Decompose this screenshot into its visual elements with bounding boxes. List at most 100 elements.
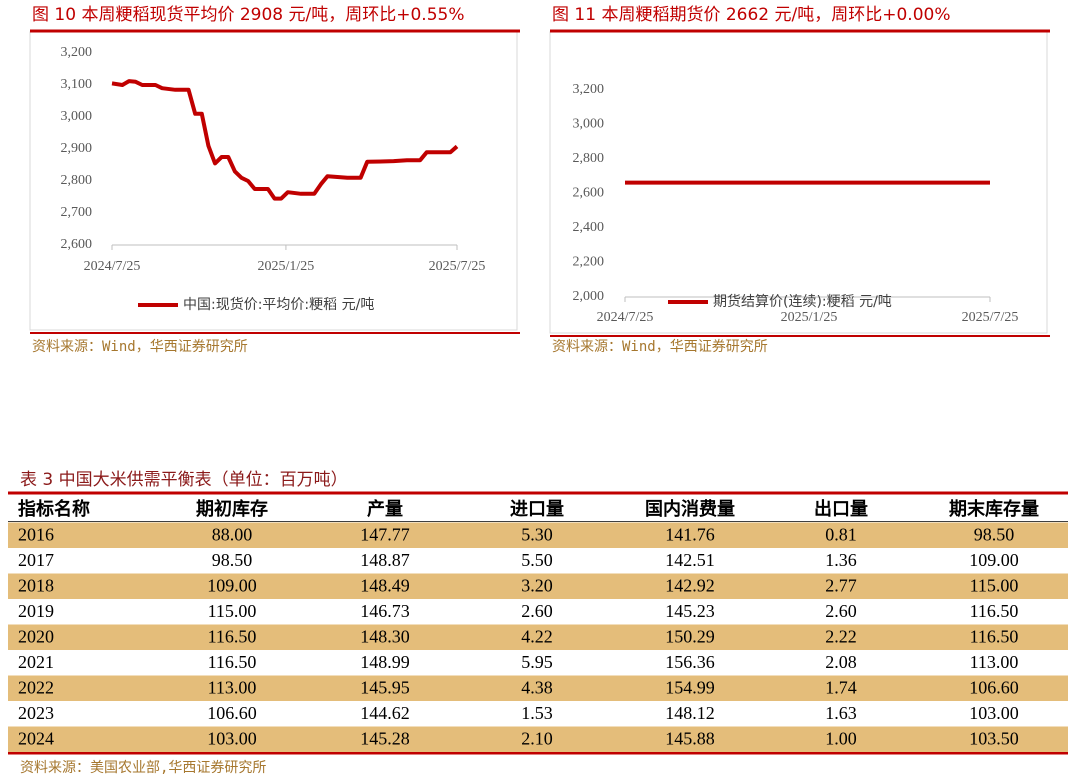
chart-title: 图 10 本周粳稻现货平均价 2908 元/吨，周环比+0.55% [32, 5, 465, 25]
y-tick-label: 3,000 [61, 109, 93, 124]
cell: 148.87 [360, 550, 410, 570]
cell: 116.50 [208, 652, 257, 672]
header-cell: 指标名称 [18, 498, 90, 520]
cell: 156.36 [665, 652, 715, 672]
cell: 145.95 [360, 677, 410, 697]
cell: 2019 [18, 601, 54, 621]
source: 资料来源：Wind，华西证券研究所 [32, 339, 248, 355]
cell: 116.50 [208, 626, 257, 646]
cell: 109.00 [207, 575, 257, 595]
x-tick-label: 2024/7/25 [597, 310, 654, 325]
chart-title: 图 11 本周粳稻期货价 2662 元/吨，周环比+0.00% [552, 5, 951, 25]
cell: 148.99 [360, 652, 410, 672]
cell: 98.50 [974, 524, 1015, 544]
cell: 3.20 [521, 575, 553, 595]
cell: 4.38 [521, 677, 553, 697]
line-series [111, 79, 459, 201]
cell: 106.60 [969, 677, 1019, 697]
y-tick-label: 3,200 [61, 45, 93, 60]
row-band [8, 573, 1068, 599]
header-cell: 进口量 [510, 498, 564, 520]
cell: 2.60 [825, 601, 857, 621]
cell: 148.12 [665, 703, 715, 723]
cell: 5.50 [521, 550, 553, 570]
cell: 106.60 [207, 703, 257, 723]
row-band [8, 522, 1068, 548]
cell: 4.22 [521, 626, 553, 646]
cell: 1.36 [825, 550, 857, 570]
x-tick-label: 2025/1/25 [258, 259, 315, 274]
x-tick-label: 2025/7/25 [962, 310, 1019, 325]
header-cell: 产量 [367, 498, 403, 520]
source: 资料来源：Wind，华西证券研究所 [552, 339, 768, 355]
cell: 148.30 [360, 626, 410, 646]
row-band [8, 624, 1068, 650]
cell: 154.99 [665, 677, 715, 697]
cell: 2.60 [521, 601, 553, 621]
table-title: 表 3 中国大米供需平衡表（单位：百万吨） [20, 470, 348, 490]
y-tick-label: 2,400 [573, 220, 605, 235]
y-tick-label: 2,800 [61, 173, 93, 188]
legend-label: 期货结算价(连续):粳稻 元/吨 [713, 293, 892, 310]
cell: 146.73 [360, 601, 410, 621]
y-tick-label: 2,700 [61, 205, 93, 220]
chart-frame [29, 31, 518, 331]
cell: 5.30 [521, 524, 553, 544]
y-tick-label: 2,800 [573, 151, 605, 166]
cell: 2.10 [521, 728, 553, 748]
cell: 2.77 [825, 575, 857, 595]
cell: 2016 [18, 524, 54, 544]
y-tick-label: 2,200 [573, 255, 605, 270]
cell: 2024 [18, 728, 54, 748]
cell: 2.22 [825, 626, 857, 646]
header-cell: 出口量 [814, 498, 868, 520]
cell: 116.50 [970, 601, 1019, 621]
cell: 115.00 [208, 601, 257, 621]
cell: 145.28 [360, 728, 410, 748]
cell: 103.00 [969, 703, 1019, 723]
header-cell: 国内消费量 [645, 498, 735, 520]
cell: 1.63 [825, 703, 857, 723]
cell: 116.50 [970, 626, 1019, 646]
cell: 145.88 [665, 728, 715, 748]
y-tick-label: 3,000 [573, 116, 605, 131]
cell: 142.51 [665, 550, 715, 570]
cell: 109.00 [969, 550, 1019, 570]
cell: 1.74 [825, 677, 857, 697]
header-cell: 期初库存 [196, 498, 268, 520]
x-tick-label: 2025/7/25 [429, 259, 486, 274]
cell: 2021 [18, 652, 54, 672]
x-tick-label: 2024/7/25 [84, 259, 141, 274]
cell: 113.00 [208, 677, 257, 697]
cell: 147.77 [360, 524, 410, 544]
header-cell: 期末库存量 [949, 498, 1039, 520]
cell: 141.76 [665, 524, 715, 544]
y-tick-label: 2,000 [573, 289, 605, 304]
cell: 142.92 [665, 575, 715, 595]
cell: 2018 [18, 575, 54, 595]
source: 资料来源：美国农业部,华西证券研究所 [20, 760, 266, 776]
cell: 148.49 [360, 575, 410, 595]
cell: 144.62 [360, 703, 410, 723]
cell: 5.95 [521, 652, 553, 672]
row-band [8, 726, 1068, 752]
y-tick-label: 2,900 [61, 141, 93, 156]
cell: 2022 [18, 677, 54, 697]
cell: 98.50 [212, 550, 253, 570]
y-tick-label: 2,600 [573, 186, 605, 201]
cell: 88.00 [212, 524, 253, 544]
cell: 150.29 [665, 626, 715, 646]
cell: 2.08 [825, 652, 857, 672]
x-tick-label: 2025/1/25 [781, 310, 838, 325]
cell: 0.81 [825, 524, 857, 544]
cell: 2023 [18, 703, 54, 723]
y-tick-label: 2,600 [61, 237, 93, 252]
legend-label: 中国:现货价:平均价:粳稻 元/吨 [183, 296, 374, 313]
cell: 103.00 [207, 728, 257, 748]
cell: 2017 [18, 550, 54, 570]
cell: 113.00 [970, 652, 1019, 672]
cell: 103.50 [969, 728, 1019, 748]
row-band [8, 675, 1068, 701]
cell: 2020 [18, 626, 54, 646]
